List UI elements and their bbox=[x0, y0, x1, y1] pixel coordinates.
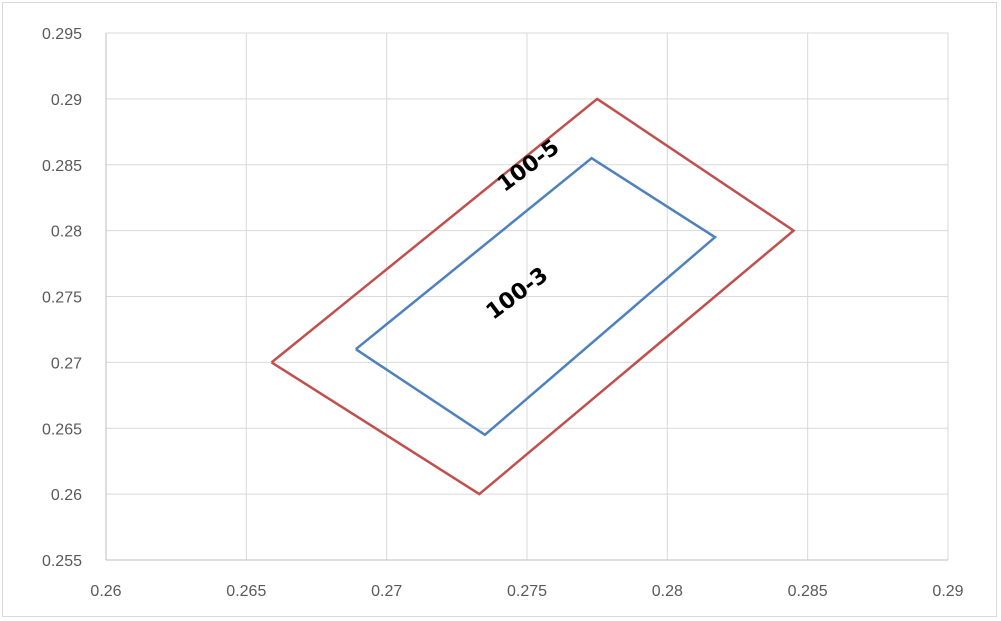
y-tick-label: 0.255 bbox=[42, 553, 82, 570]
x-tick-label: 0.275 bbox=[507, 583, 547, 600]
y-tick-label: 0.26 bbox=[51, 487, 82, 504]
axes bbox=[105, 33, 948, 561]
chart-plot: 0.26 0.265 0.27 0.275 0.28 0.285 0.29 0.2550.2… bbox=[42, 26, 964, 600]
x-tick-labels: 0.26 0.265 0.27 0.275 0.28 0.285 0.29 bbox=[90, 583, 963, 600]
x-tick-label: 0.29 bbox=[932, 583, 963, 600]
y-tick-label: 0.265 bbox=[42, 421, 82, 438]
x-tick-label: 0.265 bbox=[226, 583, 266, 600]
x-tick-label: 0.27 bbox=[371, 583, 402, 600]
x-tick-label: 0.26 bbox=[90, 583, 121, 600]
y-tick-label: 0.29 bbox=[51, 92, 82, 109]
series-label-100-3: 100-3 bbox=[482, 263, 553, 325]
y-tick-label: 0.27 bbox=[51, 355, 82, 372]
grid-lines bbox=[106, 32, 949, 560]
x-tick-label: 0.285 bbox=[788, 583, 828, 600]
y-tick-label: 0.285 bbox=[42, 158, 82, 175]
y-tick-label: 0.275 bbox=[42, 290, 82, 307]
y-tick-label: 0.28 bbox=[51, 224, 82, 241]
series-line-100-3 bbox=[355, 156, 718, 437]
series-line-100-5 bbox=[270, 97, 796, 496]
x-tick-label: 0.28 bbox=[652, 583, 683, 600]
y-tick-label: 0.295 bbox=[42, 26, 82, 43]
series-lines bbox=[270, 97, 796, 496]
y-tick-labels: 0.255 0.26 0.265 0.27 0.275 0.28 0.285 0.29 0.29… bbox=[42, 26, 82, 570]
